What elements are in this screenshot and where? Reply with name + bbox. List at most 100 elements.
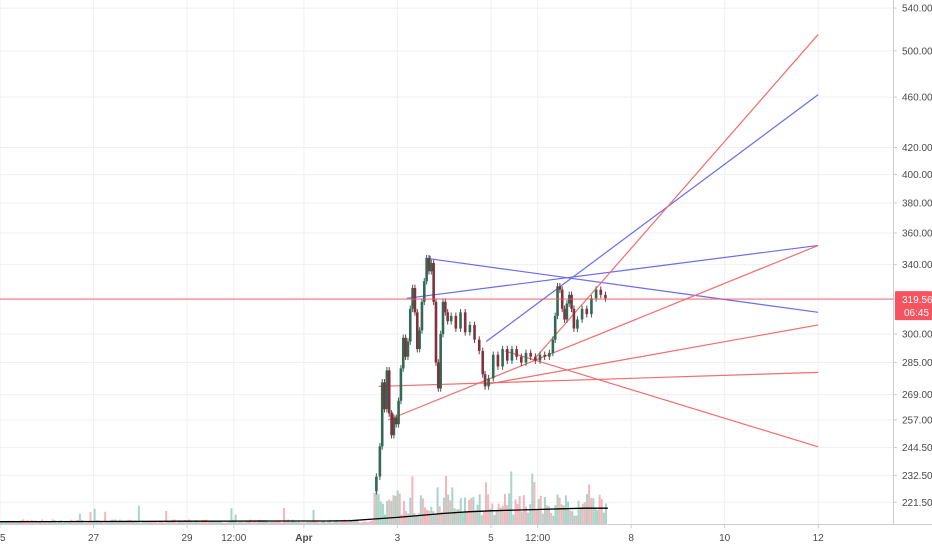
candle-body xyxy=(572,308,576,329)
volume-bar xyxy=(83,522,86,524)
volume-bar xyxy=(463,497,466,524)
bar-countdown-label: 06:45 xyxy=(904,308,929,319)
volume-bar xyxy=(388,499,391,524)
y-tick-label: 221.50 xyxy=(902,498,932,509)
volume-bar xyxy=(211,520,214,524)
volume-bar xyxy=(45,521,48,524)
volume-bar xyxy=(512,514,515,524)
volume-bar xyxy=(232,519,235,524)
volume-bar xyxy=(541,513,544,524)
candle-body xyxy=(439,334,442,389)
candle-body xyxy=(387,370,391,414)
volume-bar xyxy=(11,520,14,524)
candle-body xyxy=(576,319,579,329)
x-tick-label: 27 xyxy=(88,533,100,544)
candle-body xyxy=(425,258,428,282)
candle-body xyxy=(556,286,559,316)
volume-bar xyxy=(150,520,153,524)
volume-bar xyxy=(36,521,39,524)
volume-bar xyxy=(333,521,336,524)
candle-body xyxy=(529,352,532,357)
volume-bar xyxy=(135,522,138,524)
volume-bar xyxy=(243,522,246,524)
trendline-blue-1 xyxy=(406,244,819,299)
volume-bar xyxy=(196,520,199,524)
volume-bar xyxy=(209,521,212,524)
candle-body xyxy=(422,281,426,302)
volume-bar xyxy=(13,522,16,524)
volume-bar xyxy=(478,494,481,524)
volume-bar xyxy=(226,522,229,524)
candle-body xyxy=(491,354,495,379)
volume-bar xyxy=(585,494,588,524)
volume-bar xyxy=(365,521,368,524)
volume-bar xyxy=(346,521,349,524)
volume-bar xyxy=(179,521,182,524)
volume-bar xyxy=(278,521,281,524)
volume-bar xyxy=(377,494,380,524)
y-tick-label: 300.00 xyxy=(902,330,932,341)
volume-bar xyxy=(1,521,4,524)
volume-bar xyxy=(99,521,102,524)
volume-bar xyxy=(550,512,553,524)
volume-bar xyxy=(394,495,397,524)
price-series xyxy=(0,254,893,495)
volume-bar xyxy=(66,521,69,524)
candle-body xyxy=(570,294,573,309)
volume-bar xyxy=(455,509,458,524)
volume-bar xyxy=(165,511,168,524)
volume-bar xyxy=(459,498,462,524)
volume-bar xyxy=(335,520,338,524)
volume-bar xyxy=(283,507,286,524)
volume-bar xyxy=(249,519,252,524)
volume-bar xyxy=(125,520,128,524)
candle-body xyxy=(496,354,500,367)
volume-bar xyxy=(533,482,536,524)
volume-bar xyxy=(68,521,71,524)
volume-bar xyxy=(373,492,376,524)
volume-bar xyxy=(85,522,88,524)
volume-bar xyxy=(590,498,593,524)
volume-bar xyxy=(312,509,315,524)
volume-bar xyxy=(272,522,275,524)
volume-bar xyxy=(74,520,77,524)
volume-bar xyxy=(213,521,216,524)
volume-bar xyxy=(350,521,353,524)
y-tick-label: 420.00 xyxy=(902,143,932,154)
volume-bar xyxy=(445,475,448,524)
volume-bar xyxy=(436,487,439,524)
volume-bar xyxy=(28,522,31,524)
volume-bar xyxy=(461,512,464,524)
volume-bar xyxy=(325,522,328,524)
volume-bar xyxy=(266,521,269,524)
volume-bar xyxy=(104,511,107,524)
volume-bar xyxy=(354,520,357,524)
x-tick-label: 12 xyxy=(813,533,825,544)
volume-bar xyxy=(224,522,227,524)
volume-bar xyxy=(148,521,151,524)
x-tick-label: 12:00 xyxy=(525,533,550,544)
candle-body xyxy=(538,354,542,361)
volume-bar xyxy=(485,482,488,524)
volume-bar xyxy=(360,522,363,524)
candle-body xyxy=(401,337,405,369)
volume-bar xyxy=(310,521,313,524)
candle-body xyxy=(434,301,438,363)
volume-bar xyxy=(371,520,374,524)
volume-bar xyxy=(102,522,105,524)
volume-bar xyxy=(161,521,164,524)
volume-bar xyxy=(234,514,237,524)
volume-bar xyxy=(169,521,172,524)
candle-body xyxy=(510,349,514,361)
volume-bar xyxy=(106,521,109,524)
volume-bar xyxy=(49,521,52,524)
volume-bar xyxy=(295,522,298,524)
volume-bar xyxy=(240,522,243,524)
volume-bar xyxy=(320,520,323,524)
volume-bar xyxy=(573,515,576,524)
y-tick-label: 340.00 xyxy=(902,260,932,271)
volume-bar xyxy=(116,521,119,524)
x-tick-label: 29 xyxy=(181,533,193,544)
candle-body xyxy=(551,339,555,353)
